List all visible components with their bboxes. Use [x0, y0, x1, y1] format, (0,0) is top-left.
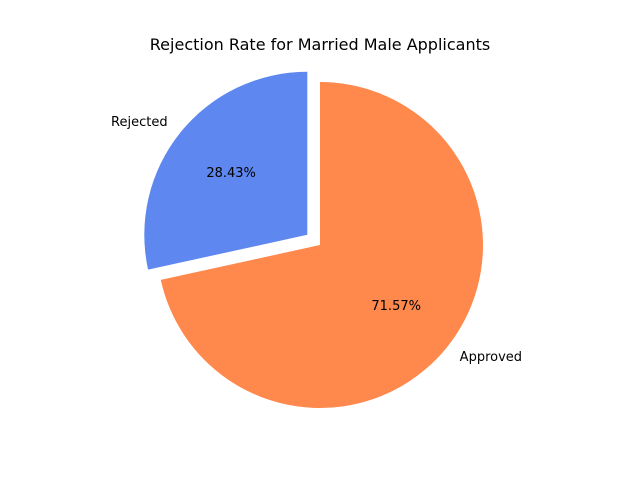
- pie-slice-rejected: [144, 71, 308, 270]
- slice-percent-rejected: 28.43%: [206, 166, 256, 181]
- pie-slices: [144, 71, 483, 408]
- slice-percent-approved: 71.57%: [371, 299, 421, 314]
- chart-title: Rejection Rate for Married Male Applican…: [150, 35, 490, 54]
- slice-label-approved: Approved: [460, 350, 522, 365]
- pie-labels: Rejected 28.43% Approved 71.57%: [111, 115, 522, 365]
- slice-label-rejected: Rejected: [111, 115, 168, 130]
- pie-slice-approved: [160, 82, 483, 408]
